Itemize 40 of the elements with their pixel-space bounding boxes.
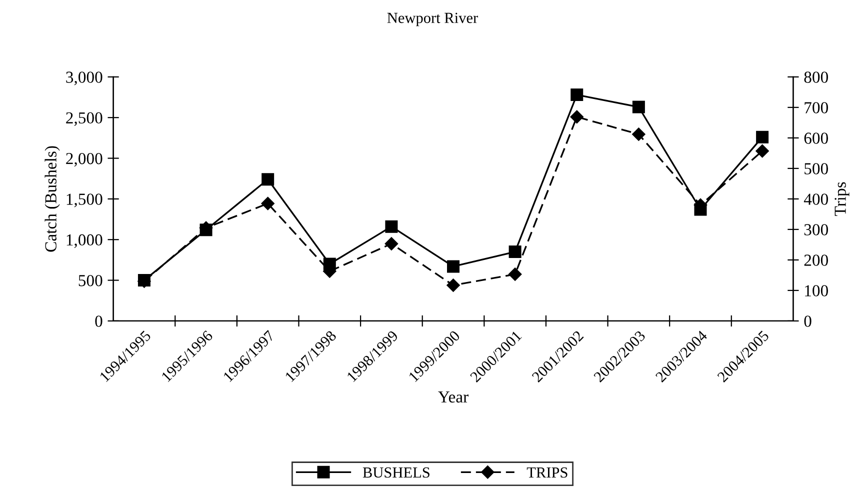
y-tick-label: 2,000 xyxy=(66,152,102,167)
y-tick-label: 500 xyxy=(78,274,102,286)
y-tick-label: 1,500 xyxy=(66,194,102,208)
y2-tick-label: 100 xyxy=(805,285,828,296)
point xyxy=(632,100,645,114)
point xyxy=(262,173,274,186)
point xyxy=(756,130,769,144)
y2-tick-label: 0 xyxy=(804,316,812,327)
y2-tick-label: 800 xyxy=(804,72,828,83)
y-tick-label: 1,000 xyxy=(66,234,102,248)
y2-tick-label: 500 xyxy=(804,163,828,174)
y2-tick-label: 300 xyxy=(804,224,828,236)
legend-label: BUSHELS xyxy=(362,467,430,478)
point xyxy=(570,110,584,124)
y-axis-title: Catch (Bushels) xyxy=(44,146,60,252)
point xyxy=(508,268,522,281)
y2-tick-label: 200 xyxy=(804,254,828,266)
legend-label: TRIPS xyxy=(526,467,568,478)
y-tick-label: 3,000 xyxy=(66,72,102,86)
y2-tick-label: 400 xyxy=(804,194,828,205)
y2-tick-label: 600 xyxy=(804,132,828,144)
y-tick-label: 2,500 xyxy=(66,112,102,126)
point xyxy=(508,246,522,258)
point xyxy=(323,258,336,270)
point xyxy=(447,260,460,273)
point xyxy=(694,203,707,216)
point xyxy=(446,278,460,292)
point xyxy=(200,224,212,236)
point xyxy=(385,220,398,233)
y2-axis-title: Trips xyxy=(834,182,850,216)
y2-tick-label: 700 xyxy=(804,102,828,114)
point xyxy=(384,237,398,250)
y-tick-label: 0 xyxy=(95,316,102,327)
point xyxy=(756,144,769,158)
point xyxy=(570,88,584,102)
point xyxy=(632,128,646,141)
chart-title: Newport River xyxy=(387,12,478,26)
point xyxy=(138,274,150,287)
point xyxy=(261,196,274,210)
x-axis-title: Year xyxy=(438,391,468,403)
